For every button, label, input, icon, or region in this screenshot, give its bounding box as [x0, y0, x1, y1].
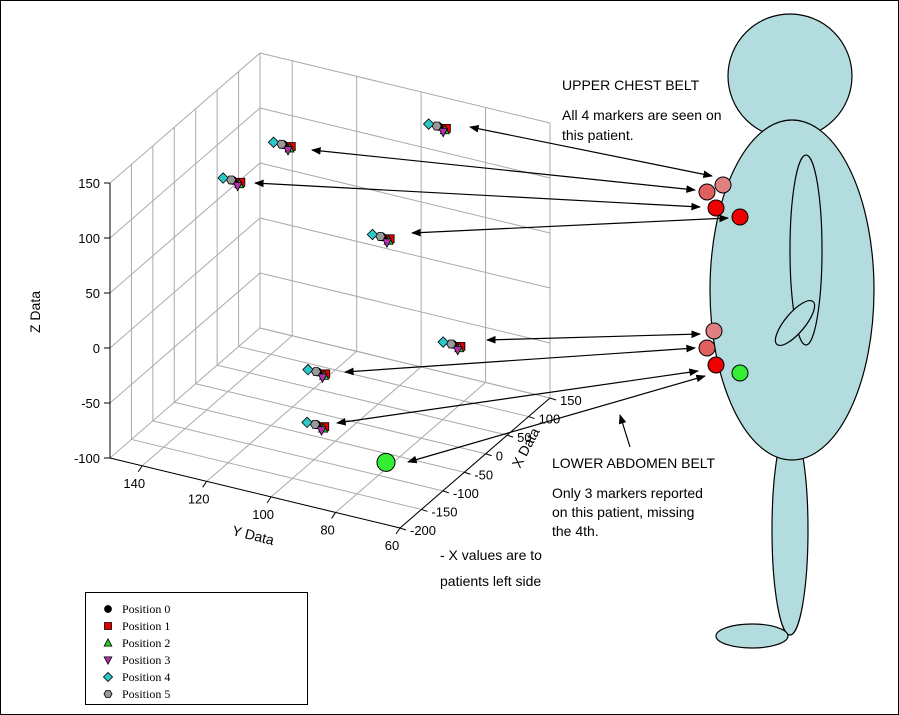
- data-point: [301, 416, 313, 429]
- z-tick-label: 150: [78, 176, 100, 191]
- x-tick-label: 0: [496, 449, 503, 464]
- x-tick-label: -50: [474, 467, 493, 482]
- data-point: [302, 363, 314, 376]
- legend-entries: Position 0 Position 1 Position 2 Position 3…: [102, 602, 170, 701]
- tick-mark: [399, 527, 407, 531]
- tick-mark: [442, 490, 450, 494]
- legend-label: Position 3: [122, 653, 170, 667]
- y-tick-label: 120: [188, 491, 210, 506]
- legend: [85, 592, 308, 705]
- tick-mark: [202, 481, 208, 488]
- grid-line: [109, 327, 261, 459]
- y-tick-label: 80: [320, 522, 334, 537]
- legend-label: Position 1: [122, 619, 170, 633]
- data-point: [316, 426, 327, 436]
- z-tick-label: 0: [93, 341, 100, 356]
- z-tick-label: 50: [86, 286, 100, 301]
- data-point: [438, 127, 449, 138]
- annotation-title: UPPER CHEST BELT: [562, 77, 700, 93]
- data-point: [310, 419, 321, 429]
- data-point: [431, 121, 442, 131]
- legend-marker: [104, 605, 112, 613]
- arrows: [254, 124, 729, 464]
- data-point: [366, 228, 379, 241]
- legend-label: Position 0: [122, 602, 170, 616]
- z-tick-label: 100: [78, 231, 100, 246]
- data-point: [276, 139, 287, 149]
- grid-line: [109, 272, 261, 404]
- y-tick-label: 60: [385, 538, 399, 553]
- data-point: [267, 136, 280, 149]
- legend-marker: [104, 622, 112, 630]
- z-tick-label: -50: [81, 396, 100, 411]
- x-tick-label: -200: [410, 523, 436, 538]
- grid-line: [259, 52, 551, 124]
- grid-line: [109, 52, 261, 184]
- x-tick-label: -150: [431, 504, 457, 519]
- data-point: [446, 339, 457, 349]
- annotation-text: - X values are to: [440, 547, 542, 563]
- body-markers: [698, 176, 749, 382]
- data-point: [381, 238, 393, 249]
- legend-marker: [103, 690, 113, 698]
- annotation-text: on this patient, missing: [552, 504, 694, 520]
- data-point: [422, 118, 435, 130]
- grid-line: [152, 420, 443, 492]
- legend-marker: [103, 637, 113, 647]
- tick-mark: [395, 527, 401, 535]
- data-point: [317, 373, 328, 384]
- tick-mark: [421, 508, 428, 512]
- legend-label: Position 2: [122, 636, 170, 650]
- grid-line: [109, 107, 261, 239]
- grid-line: [259, 217, 551, 289]
- annotation-text: the 4th.: [552, 523, 599, 539]
- tick-mark: [266, 496, 272, 504]
- y-tick-label: 140: [123, 476, 145, 491]
- legend-marker: [102, 671, 114, 683]
- annotation-title: LOWER ABDOMEN BELT: [552, 455, 716, 471]
- legend-marker: [103, 656, 113, 666]
- data-point: [226, 175, 237, 185]
- tick-mark: [331, 512, 336, 519]
- data-point: [311, 367, 322, 376]
- y-tick-label: 100: [252, 507, 274, 522]
- legend-label: Position 4: [122, 670, 170, 684]
- grid-line: [141, 335, 293, 467]
- grid-line: [109, 217, 261, 349]
- data-point: [282, 146, 294, 156]
- axis-line: [109, 457, 401, 529]
- data-point: [376, 452, 396, 472]
- z-axis-title: Z Data: [27, 291, 43, 333]
- tick-mark: [464, 471, 471, 475]
- tick-mark: [137, 465, 143, 473]
- data-point: [217, 172, 229, 184]
- annotation-text: All 4 markers are seen on: [562, 107, 722, 123]
- x-tick-label: -100: [453, 486, 479, 501]
- annotation-text: patients left side: [440, 573, 541, 589]
- patient-figure: [709, 13, 875, 649]
- grid-line: [206, 350, 357, 482]
- data-point: [375, 232, 386, 241]
- annotation-text: Only 3 markers reported: [552, 485, 703, 501]
- legend-label: Position 5: [122, 687, 170, 701]
- annotation-text: this patient.: [562, 127, 634, 143]
- z-tick-label: -100: [74, 451, 100, 466]
- data-point: [232, 181, 243, 192]
- x-tick-label: 150: [560, 393, 582, 408]
- grid-line: [131, 438, 422, 510]
